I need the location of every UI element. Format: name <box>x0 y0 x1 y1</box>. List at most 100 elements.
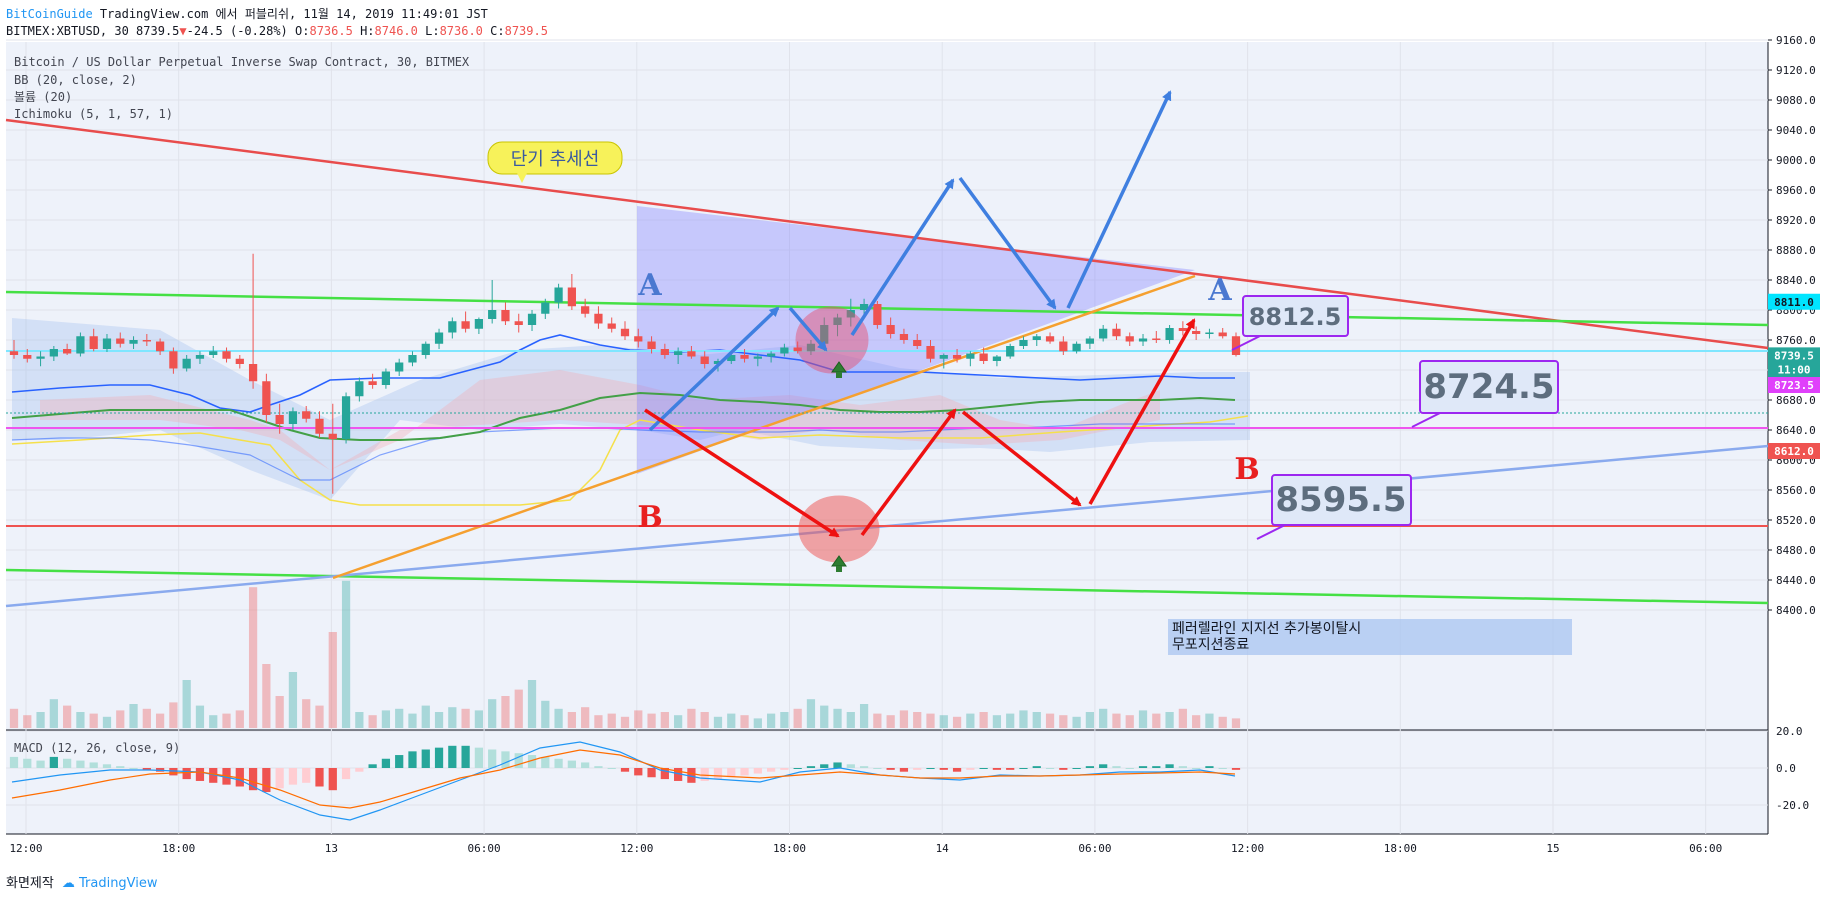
volume-bar <box>328 632 337 728</box>
macd-histogram-bar <box>1085 766 1095 768</box>
trend-label-bubble[interactable] <box>487 141 623 175</box>
candle-body <box>448 321 457 333</box>
price-tick: 8480.0 <box>1776 544 1816 557</box>
note-line-1: 페러렐라인 지지선 추가봉이탈시 <box>1172 621 1361 637</box>
callout-box-3[interactable] <box>1271 474 1412 526</box>
volume-bar <box>1178 708 1187 728</box>
volume-bar <box>753 718 762 728</box>
legend-title[interactable]: Bitcoin / US Dollar Perpetual Inverse Sw… <box>14 55 470 69</box>
candle-body <box>541 302 550 314</box>
macd-histogram-bar <box>713 768 723 780</box>
volume-bar <box>142 708 151 728</box>
brand-link[interactable]: BitCoinGuide <box>6 7 93 21</box>
macd-histogram-bar <box>288 768 298 785</box>
macd-histogram-bar <box>129 768 138 769</box>
volume-bar <box>302 699 311 728</box>
candle-body <box>155 341 165 352</box>
volume-bar <box>647 713 656 728</box>
macd-histogram-bar <box>1165 764 1174 768</box>
callout-box-1[interactable] <box>1242 295 1349 337</box>
candle-body <box>1205 332 1214 334</box>
volume-bar <box>169 702 178 728</box>
callout-box-2[interactable] <box>1419 360 1559 414</box>
candle-body <box>886 325 895 334</box>
candle-body <box>634 336 643 342</box>
volume-bar <box>501 696 510 728</box>
time-tick: 12:00 <box>1231 842 1264 855</box>
legend-macd[interactable]: MACD (12, 26, close, 9) <box>14 741 180 755</box>
candle-body <box>952 355 962 359</box>
macd-histogram-bar <box>1112 766 1121 768</box>
macd-histogram-bar <box>594 766 603 768</box>
macd-histogram-bar <box>634 768 643 776</box>
volume-bar <box>1112 713 1121 728</box>
volume-bar <box>727 713 736 728</box>
volume-bar <box>1072 716 1081 728</box>
candle-body <box>567 287 576 307</box>
candle-body <box>116 338 125 344</box>
macd-histogram-bar <box>1059 768 1068 770</box>
candle-body <box>23 355 32 359</box>
time-axis[interactable]: 12:00 18:00 13 06:00 12:00 18:00 14 06:00 12:00 1… <box>9 842 1722 855</box>
candle-body <box>1178 328 1187 331</box>
upper-channel-line <box>5 290 1769 327</box>
macd-histogram-bar <box>607 768 616 769</box>
macd-histogram-bar <box>1205 766 1214 768</box>
price-tick: 8520.0 <box>1776 514 1816 527</box>
candle-body <box>355 381 364 397</box>
price-tick: 8920.0 <box>1776 214 1816 227</box>
note-box[interactable] <box>1168 619 1572 655</box>
volume-bar <box>567 712 576 728</box>
macd-histogram-bar <box>966 768 975 770</box>
volume-bar <box>49 699 58 728</box>
legend-volume[interactable]: 볼륨 (20) <box>14 90 72 104</box>
macd-histogram-bar <box>328 768 337 791</box>
candle-body <box>554 287 563 303</box>
time-tick: 13 <box>325 842 338 855</box>
volume-bar <box>195 705 205 728</box>
candle-body <box>1019 340 1028 346</box>
candle-body <box>979 353 988 361</box>
candle-body <box>1032 336 1041 340</box>
volume-bar <box>740 715 749 728</box>
macd-axis[interactable]: 20.0 0.0 -20.0 <box>1776 725 1809 812</box>
macd-histogram-bar <box>833 762 842 768</box>
macd-histogram-bar <box>142 768 151 770</box>
legend-bb[interactable]: BB (20, close, 2) <box>14 73 137 87</box>
legend-ichimoku[interactable]: Ichimoku (5, 1, 57, 1) <box>14 107 173 121</box>
macd-histogram-bar <box>1231 768 1241 770</box>
price-axis[interactable]: 9160.0 9120.0 9080.0 9040.0 9000.0 8960.0 8920… <box>1768 34 1816 617</box>
candle-body <box>488 310 497 319</box>
macd-histogram-bar <box>541 756 550 768</box>
macd-pane[interactable] <box>6 730 1768 834</box>
open-value: 8736.5 <box>309 24 353 38</box>
candle-body <box>1192 331 1201 334</box>
high-label: H: <box>360 24 375 38</box>
footer: 화면제작 ☁ TradingView <box>6 872 158 891</box>
tradingview-logo[interactable]: ☁ TradingView <box>62 876 158 891</box>
volume-bar <box>36 712 45 728</box>
macd-histogram-bar <box>368 764 377 768</box>
macd-histogram-bar <box>554 758 563 768</box>
volume-bar <box>1205 713 1214 728</box>
price-tag-box <box>1768 347 1820 364</box>
close-value: 8739.5 <box>504 24 548 38</box>
candle-body <box>1152 338 1161 340</box>
candle-body <box>740 355 749 359</box>
volume-bar <box>793 708 802 728</box>
callout-pointer-3 <box>1256 524 1286 540</box>
candle-body <box>674 351 683 355</box>
volume-bar <box>527 680 537 728</box>
volume-bar <box>434 712 444 728</box>
price-tag-box <box>1768 361 1820 378</box>
time-tick: 18:00 <box>1384 842 1417 855</box>
macd-tick: -20.0 <box>1776 799 1809 812</box>
macd-histogram-bar <box>448 745 457 768</box>
price-tag-box <box>1768 293 1820 310</box>
candle-body <box>660 349 669 355</box>
macd-histogram-bar <box>780 768 789 770</box>
volume-bar <box>89 713 98 728</box>
candle-body <box>275 415 284 424</box>
macd-histogram-bar <box>846 764 855 768</box>
